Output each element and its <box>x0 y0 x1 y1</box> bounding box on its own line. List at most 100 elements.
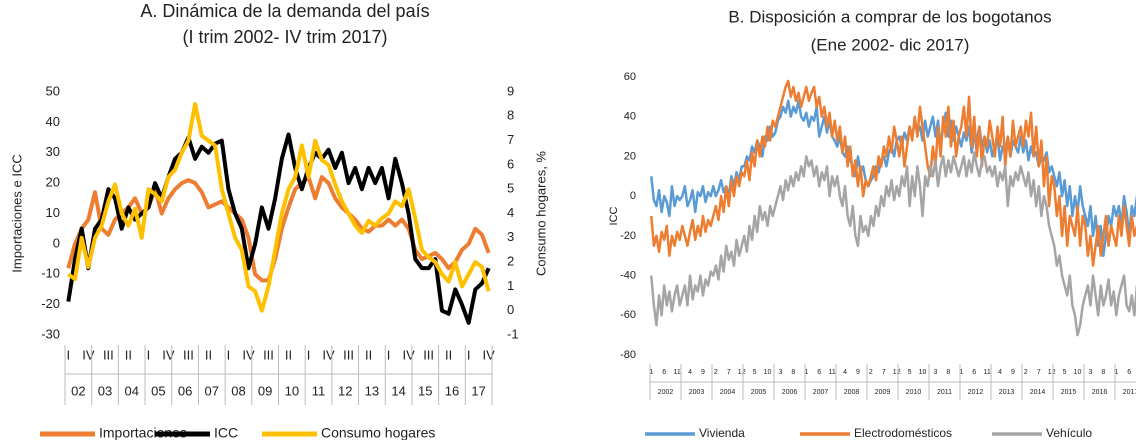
x-tick-label: III <box>103 347 114 362</box>
y2-tick-label: 4 <box>507 205 514 220</box>
y-tick-label: 10 <box>46 205 60 220</box>
y2-tick-label: 0 <box>507 302 514 317</box>
x-group-label: 10 <box>285 383 299 398</box>
y-tick-label: 0 <box>630 190 636 202</box>
x-tick-label: I <box>67 347 71 362</box>
x-tick-label: IV <box>402 347 415 362</box>
x-group-label: 14 <box>391 383 405 398</box>
x-tick-label: 5 <box>908 369 912 376</box>
x-group-label: 2007 <box>813 389 829 396</box>
y-tick-label: -20 <box>620 230 636 242</box>
x-tick-label: II <box>445 347 452 362</box>
x-tick-label: 10 <box>919 369 927 376</box>
x-tick-label: 12 <box>1048 369 1056 376</box>
chart-title: A. Dinámica de la demanda del país <box>140 1 429 21</box>
y2-tick-label: 1 <box>507 278 514 293</box>
x-tick-label: 4 <box>688 369 692 376</box>
y-axis-label: ICC <box>608 206 620 225</box>
x-tick-label: 1 <box>649 369 653 376</box>
y-tick-label: 60 <box>624 71 636 83</box>
x-tick-label: I <box>227 347 231 362</box>
x-group-label: 2017 <box>1123 389 1136 396</box>
x-group-label: 2016 <box>1092 389 1108 396</box>
y2-tick-label: 6 <box>507 156 514 171</box>
x-group-label: 03 <box>98 383 112 398</box>
x-tick-label: 11 <box>983 369 990 376</box>
x-tick-label: 7 <box>882 369 886 376</box>
chart-subtitle: (I trim 2002- IV trim 2017) <box>182 27 387 47</box>
x-group-label: 16 <box>445 383 459 398</box>
y2-axis-label: Consumo hogares, % <box>533 151 548 276</box>
x-group-label: 2012 <box>968 389 984 396</box>
x-group-label: 08 <box>231 383 245 398</box>
x-tick-label: 4 <box>998 369 1002 376</box>
x-tick-label: 9 <box>701 369 705 376</box>
x-tick-label: IV <box>82 347 95 362</box>
x-tick-label: 7 <box>727 369 731 376</box>
x-group-label: 02 <box>71 383 85 398</box>
x-tick-label: 5 <box>753 369 757 376</box>
x-tick-label: II <box>205 347 212 362</box>
y2-tick-label: 7 <box>507 132 514 147</box>
x-tick-label: 6 <box>662 369 666 376</box>
x-group-label: 04 <box>124 383 138 398</box>
x-tick-label: 1 <box>959 369 963 376</box>
series-line <box>67 102 491 313</box>
x-tick-label: 9 <box>1011 369 1015 376</box>
x-tick-label: 10 <box>1074 369 1082 376</box>
x-group-label: 2013 <box>999 389 1015 396</box>
y-tick-label: 30 <box>46 144 60 159</box>
x-tick-label: 2 <box>869 369 873 376</box>
x-tick-label: 1 <box>1114 369 1118 376</box>
series-line <box>650 151 1136 337</box>
x-tick-label: 6 <box>972 369 976 376</box>
x-tick-label: 3 <box>934 369 938 376</box>
x-tick-label: 8 <box>1101 369 1105 376</box>
x-tick-label: III <box>183 347 194 362</box>
y2-tick-label: 9 <box>507 83 514 98</box>
x-group-label: 09 <box>258 383 272 398</box>
x-tick-label: III <box>423 347 434 362</box>
x-tick-label: 3 <box>1089 369 1093 376</box>
series-line <box>66 175 491 283</box>
x-group-label: 05 <box>151 383 165 398</box>
x-group-label: 2009 <box>875 389 891 396</box>
y-tick-label: -10 <box>41 266 60 281</box>
x-tick-label: 1 <box>804 369 808 376</box>
x-group-label: 2014 <box>1030 389 1046 396</box>
x-tick-label: I <box>467 347 471 362</box>
x-tick-label: IV <box>162 347 175 362</box>
x-group-label: 06 <box>178 383 192 398</box>
x-tick-label: 3 <box>779 369 783 376</box>
x-group-label: 15 <box>418 383 432 398</box>
x-group-label: 2003 <box>689 389 705 396</box>
x-tick-label: IV <box>242 347 255 362</box>
x-group-label: 12 <box>338 383 352 398</box>
y-tick-label: -60 <box>620 309 636 321</box>
y-tick-label: 40 <box>624 111 636 123</box>
x-group-label: 2011 <box>937 389 952 396</box>
y2-tick-label: 5 <box>507 181 514 196</box>
y-tick-label: -30 <box>41 326 60 341</box>
x-tick-label: I <box>387 347 391 362</box>
legend-label: ICC <box>214 425 238 440</box>
x-tick-label: II <box>365 347 372 362</box>
x-tick-label: 4 <box>843 369 847 376</box>
x-tick-label: III <box>343 347 354 362</box>
series-line <box>650 99 1136 257</box>
x-tick-label: I <box>147 347 151 362</box>
x-group-label: 2010 <box>906 389 922 396</box>
x-tick-label: II <box>285 347 292 362</box>
x-group-label: 2002 <box>658 389 674 396</box>
x-tick-label: 8 <box>791 369 795 376</box>
x-tick-label: 9 <box>856 369 860 376</box>
x-group-label: 07 <box>205 383 219 398</box>
legend-label: Consumo hogares <box>321 425 435 440</box>
x-tick-label: 11 <box>673 369 680 376</box>
x-group-label: 2008 <box>844 389 860 396</box>
x-group-label: 2004 <box>720 389 736 396</box>
x-tick-label: 11 <box>828 369 835 376</box>
y2-tick-label: 8 <box>507 108 514 123</box>
legend-label: Vivienda <box>699 426 745 440</box>
y-tick-label: 40 <box>46 114 60 129</box>
